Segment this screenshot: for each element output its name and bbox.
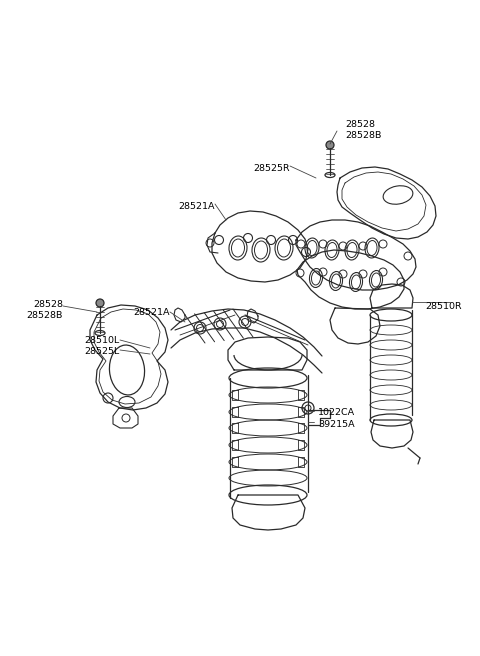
Circle shape [326, 141, 334, 149]
Text: 28510R: 28510R [425, 302, 462, 311]
Text: 1022CA: 1022CA [318, 408, 355, 417]
Text: 28525R: 28525R [253, 164, 290, 173]
Text: 28528B: 28528B [26, 311, 63, 320]
Text: 28528B: 28528B [345, 131, 382, 140]
Text: 39215A: 39215A [318, 420, 355, 429]
Text: 28521A: 28521A [133, 308, 170, 317]
Text: 28528: 28528 [345, 120, 375, 129]
Text: 28510L: 28510L [85, 336, 120, 345]
Text: 28525L: 28525L [85, 347, 120, 356]
Text: 28521A: 28521A [179, 202, 215, 211]
Circle shape [96, 299, 104, 307]
Text: 28528: 28528 [33, 300, 63, 309]
